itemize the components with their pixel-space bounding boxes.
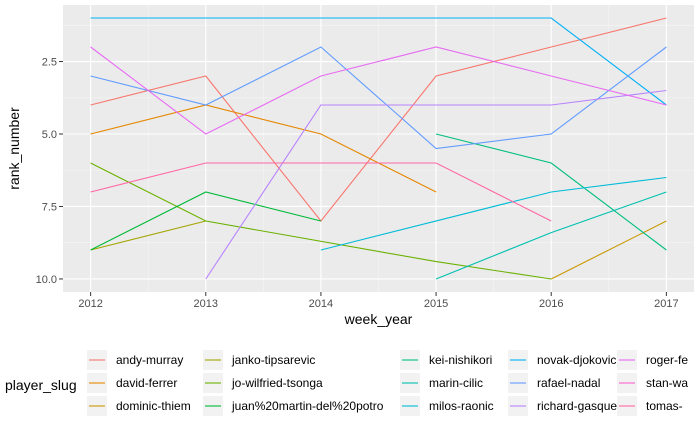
x-tick-label: 2013 (194, 298, 218, 310)
legend-label: tomas- (646, 399, 683, 413)
legend-label: novak-djokovic (537, 353, 616, 367)
legend-label: roger-fe (646, 353, 688, 367)
legend-label: stan-wa (646, 376, 688, 390)
y-tick-label: 5.0 (42, 129, 57, 141)
y-axis-title: rank_number (6, 107, 22, 190)
y-tick-label: 10.0 (36, 274, 57, 286)
legend-label: dominic-thiem (116, 399, 191, 413)
y-tick-label: 2.5 (42, 57, 57, 69)
legend-label: richard-gasquet (537, 399, 621, 413)
legend-label: milos-raonic (429, 399, 494, 413)
legend-label: marin-cilic (429, 376, 483, 390)
legend-label: kei-nishikori (429, 353, 492, 367)
legend: andy-murray david-ferrer dominic-thiem jank… (87, 350, 688, 416)
legend-title: player_slug (5, 377, 77, 393)
series-line-milos-raonic (320, 176, 667, 251)
legend-label: david-ferrer (116, 376, 177, 390)
legend-label: janko-tipsarevic (231, 353, 315, 367)
y-axis-ticks: 2.5 5.0 7.5 10.0 (36, 57, 63, 286)
x-tick-label: 2015 (424, 298, 448, 310)
series-line-rafael-nadal (90, 46, 667, 150)
series-line-dominic-thiem (550, 220, 667, 280)
series-line-marin-cilic (435, 191, 667, 280)
series-line-roger-federer (90, 46, 667, 135)
x-tick-label: 2012 (78, 298, 102, 310)
series-line-janko-tipsarevic (90, 220, 206, 251)
x-axis-title: week_year (344, 311, 413, 327)
grid-major (63, 5, 694, 292)
legend-label: juan%20martin-del%20potro (231, 399, 384, 413)
series-line-tomas-berdych (90, 162, 552, 222)
x-tick-label: 2016 (539, 298, 563, 310)
y-tick-label: 7.5 (42, 201, 57, 213)
legend-label: jo-wilfried-tsonga (231, 376, 323, 390)
x-tick-label: 2017 (654, 298, 678, 310)
series-lines (90, 17, 667, 280)
x-axis-ticks: 2012 2013 2014 2015 2016 2017 (78, 292, 679, 310)
series-line-jo-wilfried-tsonga (90, 162, 552, 280)
series-line-juan-20martin-del-20potro (90, 191, 322, 251)
legend-label: andy-murray (116, 353, 183, 367)
legend-label: rafael-nadal (537, 376, 600, 390)
series-line-andy-murray (90, 17, 667, 222)
x-tick-label: 2014 (309, 298, 333, 310)
